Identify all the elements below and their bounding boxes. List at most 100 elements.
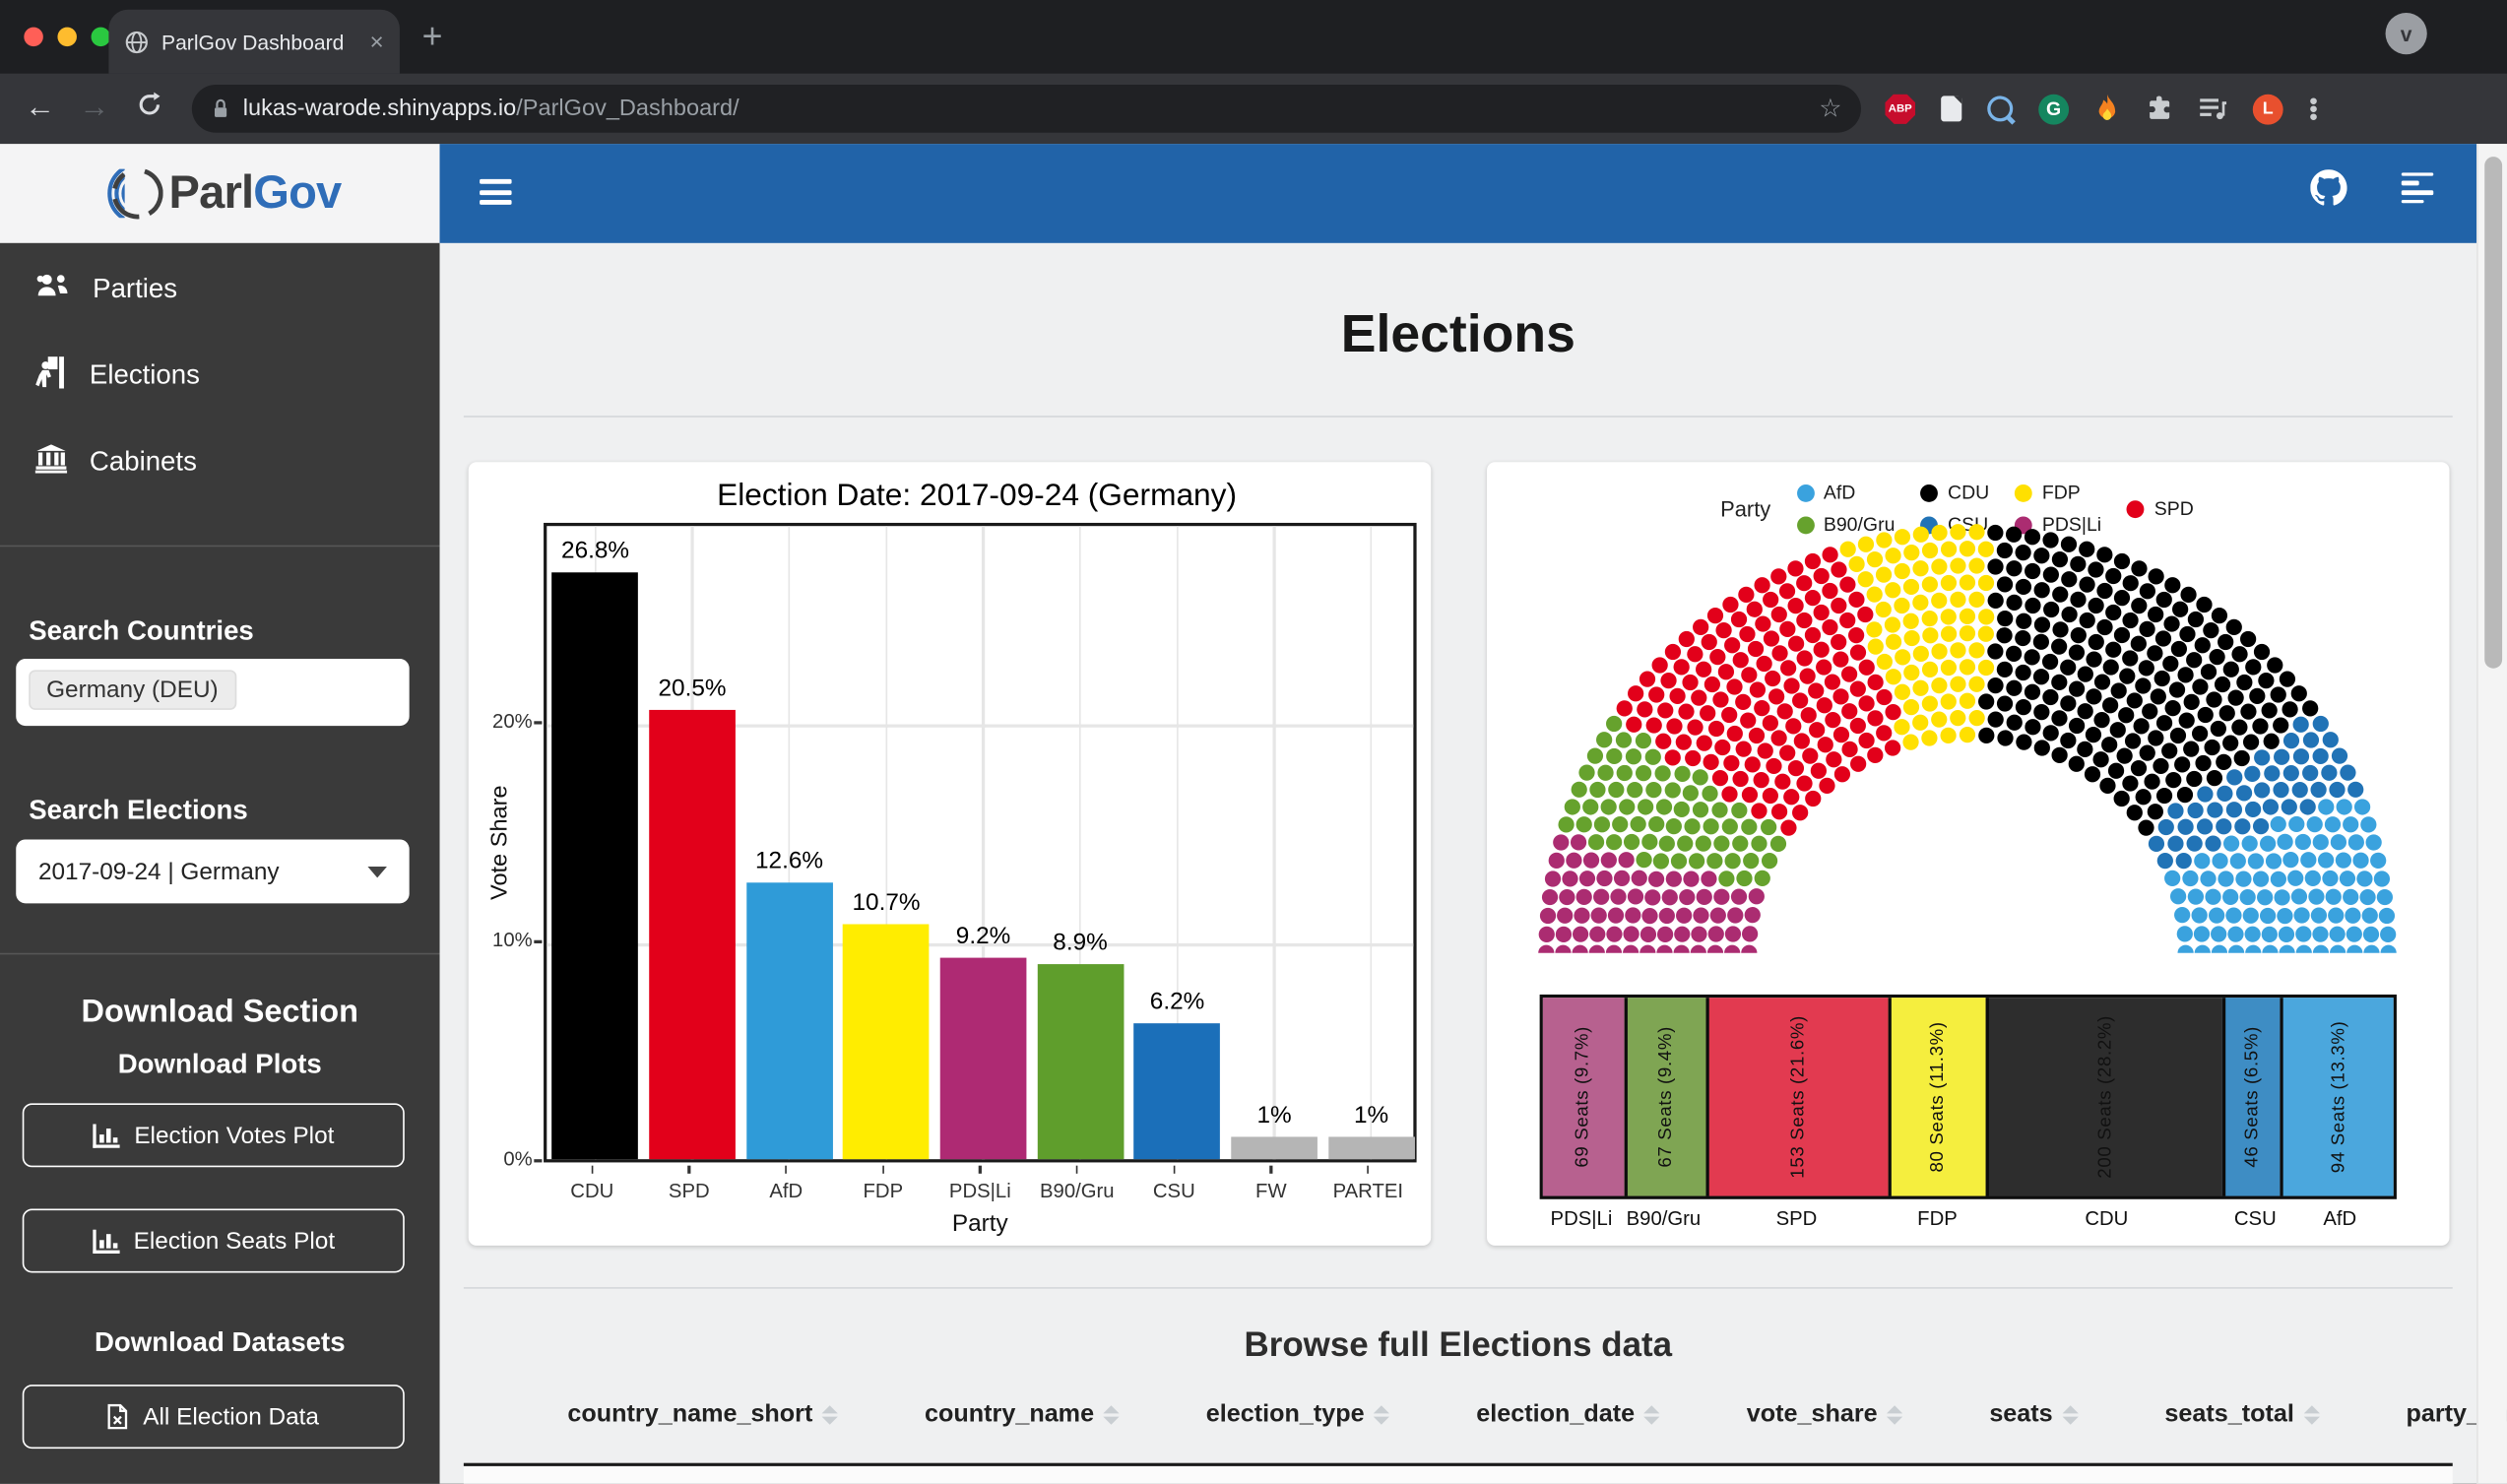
grammarly-icon[interactable]: G (2038, 93, 2070, 124)
election-select[interactable]: 2017-09-24 | Germany (16, 839, 410, 904)
chevron-down-icon (367, 866, 387, 877)
url-bar[interactable]: lukas-warode.shinyapps.io/ParlGov_Dashbo… (191, 85, 1861, 133)
x-tick-label: FDP (863, 1180, 904, 1203)
seat-segment-label: 67 Seats (9.4%) (1656, 1026, 1676, 1168)
playlist-icon[interactable] (2199, 96, 2227, 121)
sidebar-item-elections[interactable]: Elections (0, 333, 440, 419)
seat-segment-label: 94 Seats (13.3%) (2328, 1020, 2348, 1174)
sidebar-toggle-icon[interactable] (480, 178, 512, 205)
controlbar-toggle-icon[interactable] (2401, 172, 2434, 204)
seat-segment-B90/Gru: 67 Seats (9.4%) (1624, 998, 1706, 1196)
column-header-seats[interactable]: seats (1989, 1400, 2079, 1429)
zoom-window-button[interactable] (91, 27, 111, 47)
sort-icon[interactable] (2303, 1405, 2320, 1425)
file-icon (108, 1403, 128, 1430)
page-scrollbar[interactable] (2476, 144, 2507, 1484)
x-tick-mark (1367, 1165, 1370, 1174)
table-body (463, 1465, 2453, 1484)
all-election-data-button[interactable]: All Election Data (22, 1385, 405, 1450)
window-controls[interactable] (24, 27, 111, 47)
browser-tab[interactable]: ParlGov Dashboard × (108, 9, 400, 74)
reload-button[interactable] (128, 91, 169, 127)
bar-value-label: 20.5% (658, 675, 727, 703)
country-chip[interactable]: Germany (DEU) (29, 670, 236, 710)
close-tab-icon[interactable]: × (369, 28, 384, 56)
scrollbar-thumb[interactable] (2484, 157, 2503, 669)
x-tick-label: SPD (668, 1180, 710, 1203)
y-tick-label: 20% (492, 709, 533, 733)
sort-icon[interactable] (1374, 1405, 1390, 1425)
minimize-window-button[interactable] (57, 27, 77, 47)
browser-profile-chip[interactable]: v (2385, 12, 2427, 55)
sort-icon[interactable] (1103, 1405, 1121, 1425)
profile-avatar[interactable]: L (2252, 93, 2283, 124)
bookmark-star-icon[interactable]: ☆ (1819, 96, 1842, 124)
table-header-rule (463, 1462, 2453, 1466)
search-countries-label: Search Countries (29, 615, 254, 646)
download-section-title: Download Section (81, 994, 358, 1030)
vote-bar-FDP (843, 925, 930, 1160)
seat-segment-name: FDP (1917, 1206, 1958, 1230)
x-tick-mark (1269, 1165, 1273, 1174)
users-icon (35, 272, 71, 307)
search-pointer-icon[interactable] (1987, 96, 2014, 122)
h-gridline (546, 942, 1414, 946)
vote-bar-FW (1231, 1136, 1318, 1160)
legend-entry-SPD: SPD (2127, 497, 2194, 520)
column-header-election_type[interactable]: election_type (1206, 1400, 1390, 1429)
sort-icon[interactable] (2062, 1405, 2079, 1425)
legend-dot (2127, 499, 2145, 518)
sort-icon[interactable] (1643, 1405, 1661, 1425)
adblock-icon[interactable]: ABP (1885, 93, 1916, 124)
election-seats-plot-button[interactable]: Election Seats Plot (22, 1208, 405, 1273)
column-header-election_date[interactable]: election_date (1476, 1400, 1661, 1429)
column-header-country_name_short[interactable]: country_name_short (567, 1400, 839, 1429)
sort-icon[interactable] (1887, 1405, 1903, 1425)
tab-title: ParlGov Dashboard (161, 30, 345, 54)
seat-segment-label: 69 Seats (9.7%) (1574, 1026, 1593, 1168)
back-button[interactable]: ← (25, 91, 56, 125)
legend-entry-B90/Gru: B90/Gru (1796, 513, 1895, 536)
legend-dot (1796, 484, 1815, 502)
parlgov-logo[interactable]: ParlGov (0, 144, 440, 243)
x-tick-mark (1075, 1165, 1079, 1174)
browser-menu-icon[interactable]: • • • (2309, 87, 2318, 131)
y-tick-mark (534, 939, 543, 943)
extensions-puzzle-icon[interactable] (2146, 95, 2173, 123)
vote-bar-AfD (745, 882, 833, 1160)
y-tick-mark (534, 1159, 543, 1162)
y-tick-label: 0% (503, 1147, 533, 1171)
seat-segment-name: CSU (2233, 1206, 2277, 1230)
sidebar-item-cabinets[interactable]: Cabinets (0, 419, 440, 505)
seats-bar-labels: PDS|Li B90/Gru SPD FDP CDU CSU AfD (1540, 1207, 2397, 1230)
x-tick-mark (591, 1165, 594, 1174)
github-icon[interactable] (2310, 169, 2347, 206)
seat-segment-name: SPD (1775, 1206, 1818, 1230)
chart-icon (92, 1228, 119, 1254)
column-header-vote_share[interactable]: vote_share (1747, 1400, 1903, 1429)
election-votes-plot-button[interactable]: Election Votes Plot (22, 1103, 405, 1168)
legend-entry-CDU: CDU (1920, 482, 1989, 503)
main-content: Elections Election Date: 2017-09-24 (Ger… (440, 243, 2507, 1484)
column-header-seats_total[interactable]: seats_total (2164, 1400, 2320, 1429)
new-tab-button[interactable]: + (421, 16, 443, 56)
vote-bar-CSU (1133, 1023, 1221, 1160)
vote-bar-PDS|Li (939, 957, 1027, 1160)
x-tick-mark (785, 1165, 788, 1174)
flame-icon[interactable] (2094, 94, 2120, 123)
y-axis-label: Vote Share (487, 785, 514, 900)
country-search-input[interactable]: Germany (DEU) (16, 658, 410, 727)
column-header-country_name[interactable]: country_name (925, 1400, 1121, 1429)
landmark-icon (34, 443, 68, 481)
globe-favicon (125, 31, 148, 53)
seat-segment-label: 200 Seats (28.2%) (2095, 1014, 2116, 1179)
bar-value-label: 10.7% (852, 889, 921, 918)
close-window-button[interactable] (24, 27, 43, 47)
v-gridline (1176, 526, 1179, 1160)
document-icon[interactable] (1941, 96, 1962, 122)
sidebar-item-parties[interactable]: Parties (0, 246, 440, 333)
vote-bar-PARTEI (1327, 1136, 1415, 1160)
sort-icon[interactable] (822, 1405, 839, 1425)
forward-button[interactable]: → (79, 91, 110, 125)
